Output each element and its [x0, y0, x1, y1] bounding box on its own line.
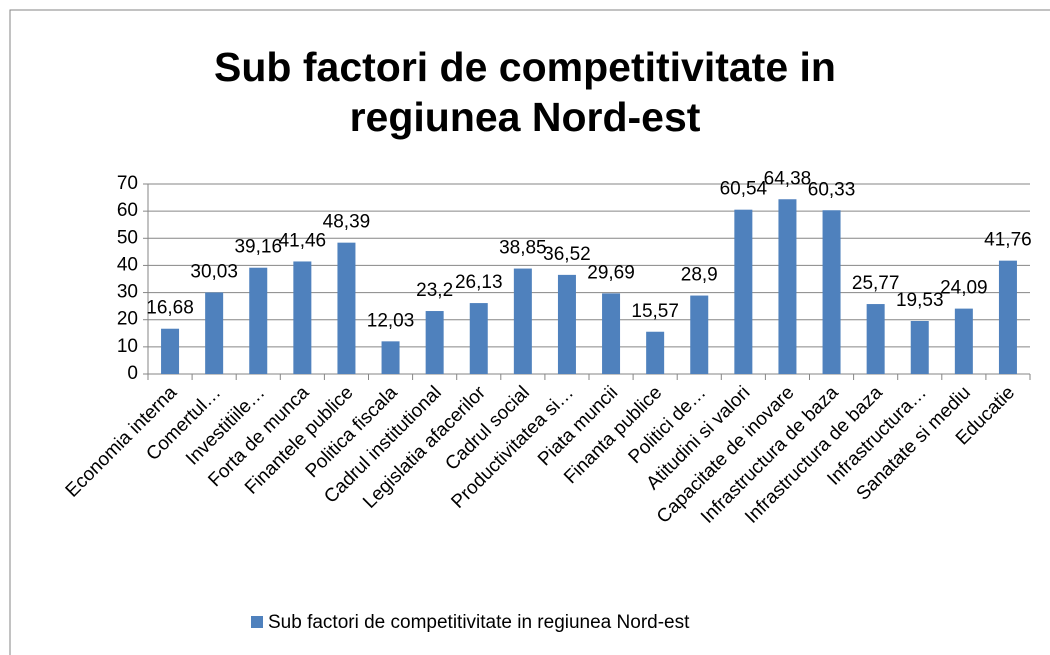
bar [822, 210, 841, 374]
value-label: 16,68 [146, 298, 194, 319]
y-tick-label: 20 [117, 309, 138, 330]
bar [469, 303, 488, 374]
legend-label: Sub factori de competitivitate in regiun… [268, 612, 690, 633]
legend-swatch [251, 616, 263, 628]
y-tick-label: 60 [117, 200, 138, 221]
value-label: 19,53 [896, 290, 944, 311]
value-label: 41,46 [279, 230, 327, 251]
y-tick-label: 70 [117, 173, 138, 194]
bar [646, 331, 665, 374]
bar [910, 320, 929, 374]
bar [778, 199, 797, 374]
y-tick-label: 10 [117, 336, 138, 357]
value-label: 30,03 [190, 262, 238, 283]
chart-title: Sub factori de competitivitate in regiun… [214, 44, 836, 140]
bar [425, 311, 444, 374]
chart-frame [9, 9, 1050, 655]
value-label: 12,03 [367, 310, 415, 331]
y-tick-label: 40 [117, 254, 138, 275]
bar [602, 293, 621, 374]
bar [337, 242, 356, 374]
value-label: 60,33 [808, 179, 856, 200]
y-tick-label: 50 [117, 227, 138, 248]
y-tick-label: 0 [127, 363, 138, 384]
bar [557, 274, 576, 374]
value-label: 38,85 [499, 238, 547, 259]
value-label: 41,76 [984, 230, 1032, 251]
value-label: 64,38 [764, 168, 812, 189]
bar [954, 308, 973, 374]
bar [205, 292, 224, 374]
value-label: 39,16 [234, 237, 282, 258]
y-tick-label: 30 [117, 282, 138, 303]
bar [161, 328, 180, 374]
value-label: 29,69 [587, 262, 635, 283]
value-label: 24,09 [940, 278, 988, 299]
value-label: 26,13 [455, 272, 503, 293]
bar [690, 295, 709, 374]
bar [249, 267, 268, 374]
bar [998, 260, 1017, 374]
value-label: 48,39 [323, 212, 371, 233]
value-label: 23,2 [416, 280, 453, 301]
value-label: 28,9 [681, 265, 718, 286]
bar [513, 268, 532, 374]
bar [734, 209, 753, 374]
bar [866, 304, 885, 374]
value-label: 60,54 [720, 179, 768, 200]
bar [293, 261, 312, 374]
bar [381, 341, 400, 374]
value-label: 36,52 [543, 244, 591, 265]
value-label: 15,57 [631, 301, 679, 322]
value-label: 25,77 [852, 273, 900, 294]
